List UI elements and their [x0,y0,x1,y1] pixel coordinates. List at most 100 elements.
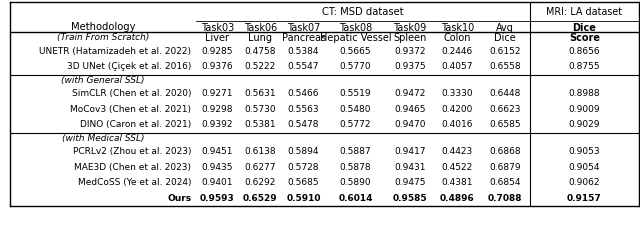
Text: 0.9472: 0.9472 [394,89,426,98]
Text: PCRLv2 (Zhou et al. 2023): PCRLv2 (Zhou et al. 2023) [72,147,191,156]
Text: Liver: Liver [205,33,229,43]
Text: 0.9157: 0.9157 [567,194,602,203]
Text: 0.6879: 0.6879 [489,163,521,172]
Text: 0.5890: 0.5890 [340,178,371,187]
Text: 0.5772: 0.5772 [340,120,371,129]
Text: 0.5887: 0.5887 [340,147,371,156]
Text: 0.3330: 0.3330 [442,89,474,98]
Text: 0.9392: 0.9392 [202,120,233,129]
Text: Methodology: Methodology [70,22,135,32]
Text: 0.5547: 0.5547 [288,62,319,71]
Text: 0.5466: 0.5466 [288,89,319,98]
Text: Avg: Avg [496,23,514,33]
Text: 0.5878: 0.5878 [340,163,371,172]
Text: 0.9054: 0.9054 [568,163,600,172]
Text: 0.2446: 0.2446 [442,47,473,56]
Text: MedCoSS (Ye et al. 2024): MedCoSS (Ye et al. 2024) [77,178,191,187]
Text: 0.6014: 0.6014 [338,194,372,203]
Text: Task07: Task07 [287,23,320,33]
Text: 0.4522: 0.4522 [442,163,473,172]
Text: Pancreas: Pancreas [282,33,326,43]
Text: Score: Score [569,33,600,43]
Text: (with Medical SSL): (with Medical SSL) [61,134,144,143]
Text: 0.8988: 0.8988 [568,89,600,98]
Text: 3D UNet (Çiçek et al. 2016): 3D UNet (Çiçek et al. 2016) [67,62,191,71]
Text: 0.6585: 0.6585 [489,120,521,129]
Text: (Train From Scratch): (Train From Scratch) [57,33,149,42]
Text: 0.9009: 0.9009 [568,105,600,114]
Text: 0.9431: 0.9431 [394,163,426,172]
Text: Ours: Ours [167,194,191,203]
Text: 0.9375: 0.9375 [394,62,426,71]
Text: 0.6138: 0.6138 [244,147,276,156]
Text: MAE3D (Chen et al. 2023): MAE3D (Chen et al. 2023) [74,163,191,172]
Text: 0.9465: 0.9465 [394,105,426,114]
Text: 0.6152: 0.6152 [489,47,520,56]
Text: 0.4057: 0.4057 [442,62,473,71]
Text: DINO (Caron et al. 2021): DINO (Caron et al. 2021) [80,120,191,129]
Text: 0.9376: 0.9376 [202,62,233,71]
Text: Task10: Task10 [441,23,474,33]
Text: Task09: Task09 [394,23,427,33]
Text: (with General SSL): (with General SSL) [61,76,145,85]
Text: 0.9285: 0.9285 [202,47,233,56]
Text: 0.6868: 0.6868 [489,147,521,156]
Text: 0.6529: 0.6529 [243,194,278,203]
Text: 0.4423: 0.4423 [442,147,473,156]
Text: 0.9053: 0.9053 [568,147,600,156]
Text: 0.6623: 0.6623 [489,105,520,114]
Text: 0.9593: 0.9593 [200,194,235,203]
Text: 0.9298: 0.9298 [202,105,233,114]
Text: 0.4200: 0.4200 [442,105,473,114]
Text: 0.6448: 0.6448 [489,89,520,98]
Text: 0.9435: 0.9435 [202,163,233,172]
Text: 0.6854: 0.6854 [489,178,520,187]
Text: 0.5480: 0.5480 [340,105,371,114]
Text: 0.4016: 0.4016 [442,120,473,129]
Text: 0.5730: 0.5730 [244,105,276,114]
Text: 0.9470: 0.9470 [394,120,426,129]
Text: 0.9271: 0.9271 [202,89,233,98]
Text: Dice: Dice [494,33,516,43]
Text: 0.9417: 0.9417 [394,147,426,156]
Text: 0.6292: 0.6292 [244,178,276,187]
Text: 0.5563: 0.5563 [288,105,319,114]
Text: Hepatic Vessel: Hepatic Vessel [319,33,391,43]
Text: 0.5381: 0.5381 [244,120,276,129]
Text: SimCLR (Chen et al. 2020): SimCLR (Chen et al. 2020) [72,89,191,98]
Text: 0.8755: 0.8755 [568,62,600,71]
Text: 0.9451: 0.9451 [202,147,233,156]
Text: 0.5665: 0.5665 [340,47,371,56]
Text: 0.4896: 0.4896 [440,194,475,203]
Text: 0.5770: 0.5770 [340,62,371,71]
Text: 0.9475: 0.9475 [394,178,426,187]
Text: Dice: Dice [572,23,596,33]
Text: 0.4758: 0.4758 [244,47,276,56]
Text: Lung: Lung [248,33,272,43]
Text: 0.5631: 0.5631 [244,89,276,98]
Text: Task06: Task06 [244,23,277,33]
Text: 0.9585: 0.9585 [393,194,428,203]
Text: 0.5910: 0.5910 [286,194,321,203]
Text: Colon: Colon [444,33,471,43]
Text: 0.9062: 0.9062 [568,178,600,187]
Text: 0.6558: 0.6558 [489,62,521,71]
Text: 0.5685: 0.5685 [288,178,319,187]
Text: CT: MSD dataset: CT: MSD dataset [322,7,404,16]
Text: UNETR (Hatamizadeh et al. 2022): UNETR (Hatamizadeh et al. 2022) [39,47,191,56]
Text: 0.5478: 0.5478 [288,120,319,129]
Text: 0.5728: 0.5728 [288,163,319,172]
Text: MRI: LA dataset: MRI: LA dataset [547,7,622,16]
Text: MoCov3 (Chen et al. 2021): MoCov3 (Chen et al. 2021) [70,105,191,114]
Text: 0.7088: 0.7088 [488,194,522,203]
Text: 0.9029: 0.9029 [568,120,600,129]
Text: 0.9372: 0.9372 [394,47,426,56]
Text: Task08: Task08 [339,23,372,33]
Text: 0.5384: 0.5384 [288,47,319,56]
Text: 0.6277: 0.6277 [244,163,276,172]
Text: 0.5222: 0.5222 [244,62,276,71]
Text: 0.5894: 0.5894 [288,147,319,156]
Text: Spleen: Spleen [394,33,427,43]
Text: Task03: Task03 [201,23,234,33]
Text: 0.9401: 0.9401 [202,178,233,187]
